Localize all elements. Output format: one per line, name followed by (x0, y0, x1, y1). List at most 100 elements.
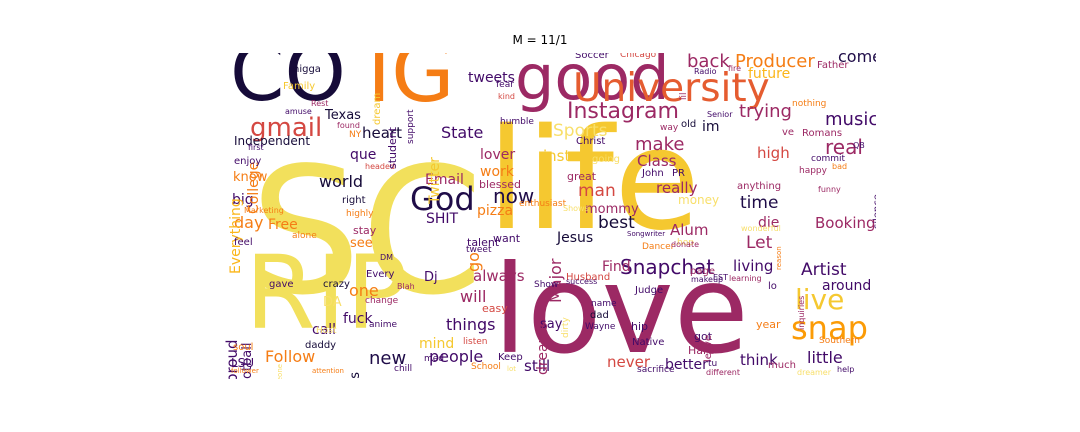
word-someone: someone (276, 364, 284, 379)
word-man: man (578, 181, 616, 201)
word-alum: Alum (670, 221, 709, 239)
word-lil: lil (679, 92, 689, 100)
word-around: around (822, 278, 872, 294)
word-find: Find (602, 259, 631, 275)
word-fear: fear (496, 80, 514, 90)
word-follower: follower (231, 367, 259, 375)
word-hard: Hard (688, 344, 715, 357)
word-think: think (740, 351, 778, 369)
word-success: success (566, 277, 598, 286)
word-tweet: tweet (466, 245, 492, 255)
word-fuck: fuck (343, 311, 373, 327)
word-reason: reason (775, 246, 783, 270)
word-hip: hip (631, 320, 649, 333)
word-now: now (493, 184, 535, 208)
word-makeup: makeup (691, 275, 724, 284)
word-dad: dad (590, 310, 609, 321)
word-class: Class (637, 152, 677, 170)
word-come: come (838, 53, 876, 66)
word-booking: Booking (815, 214, 876, 232)
word-est: EST (713, 273, 729, 282)
word-new: new (369, 348, 407, 369)
word-gave: gave (269, 279, 294, 290)
word-day: day (234, 213, 264, 232)
word-stay: stay (353, 224, 377, 237)
word-crazy: crazy (323, 279, 350, 290)
word-never: never (607, 353, 651, 371)
word-listen: listen (463, 337, 488, 347)
word-help: help (837, 365, 855, 374)
word-soul: soul (233, 342, 254, 353)
word-trying: trying (739, 101, 792, 122)
word-going: going (592, 154, 620, 165)
word-real: real (825, 135, 863, 159)
word-chill: chill (394, 364, 413, 374)
word-really: really (656, 179, 698, 197)
word-say: say (540, 317, 563, 332)
word-producer: Producer (735, 53, 815, 72)
word-romans: Romans (802, 128, 843, 139)
word-im: im (702, 119, 720, 135)
word-dreams: dreams (535, 322, 551, 375)
word-life: life (487, 99, 701, 262)
word-rip: RIP (245, 234, 408, 353)
word-snapchat: Snapchat (620, 255, 715, 279)
word-southern: Southern (819, 336, 860, 346)
word-dreamer: dreamer (797, 368, 832, 377)
word-hop: hop (677, 238, 694, 248)
word-independent: Independent (234, 134, 311, 148)
word-make: make (635, 134, 685, 155)
word-native: Native (632, 337, 665, 348)
word-big: big (232, 192, 254, 208)
word-mommy: mommy (585, 202, 639, 217)
word-bad: bad (832, 162, 848, 171)
word-live: live (795, 283, 845, 316)
word-leave: leave (703, 334, 714, 362)
word-radio: Radio (694, 67, 717, 76)
word-see: see (350, 236, 373, 251)
word-mind: mind (419, 336, 455, 352)
word-blessed: blessed (479, 178, 522, 191)
word-follow: Follow (265, 347, 316, 366)
word-right: right (342, 195, 366, 206)
word-god: God (410, 180, 475, 218)
word-blah: Blah (397, 282, 415, 291)
word-world: world (319, 172, 364, 191)
word-state: State (441, 123, 484, 142)
word-call: call (312, 322, 337, 338)
word-shows: Shows (563, 204, 589, 213)
word-better: better (665, 357, 708, 373)
word-ve: ve (782, 127, 795, 138)
word-ig: IG (367, 53, 455, 121)
word-funny: funny (818, 185, 841, 194)
word-want: want (493, 232, 521, 245)
word-student: student (386, 126, 399, 169)
word-will: will (460, 287, 487, 306)
word-things: things (446, 315, 496, 334)
word-tu: tu (708, 359, 718, 369)
word-much: much (768, 360, 796, 371)
word-marketing: Marketing (244, 206, 284, 215)
word-twitter: Twitter (427, 157, 443, 204)
word-always: always (473, 267, 525, 285)
word-easy: easy (482, 302, 508, 315)
word-da: DA (323, 295, 342, 310)
word-nigga: nigga (293, 64, 321, 75)
word-support: support (406, 109, 416, 144)
word-wayne: Wayne (585, 322, 616, 332)
word-one: one (349, 281, 379, 300)
word-kind: kind (498, 92, 516, 101)
word-future: future (748, 66, 791, 82)
word-high: high (757, 144, 790, 162)
word-father: Father (817, 60, 849, 71)
word-school: School (471, 362, 501, 372)
word-silence: silence (872, 194, 876, 229)
word-dm: DM (380, 253, 394, 262)
word-sacrifice: sacrifice (637, 365, 675, 375)
word-amuse: amuse (285, 107, 312, 116)
word-tweets: tweets (468, 70, 515, 86)
word-med: med (424, 354, 445, 364)
word-great: great (567, 170, 597, 183)
word-artist: Artist (801, 260, 847, 280)
word-learning: learning (729, 274, 762, 283)
